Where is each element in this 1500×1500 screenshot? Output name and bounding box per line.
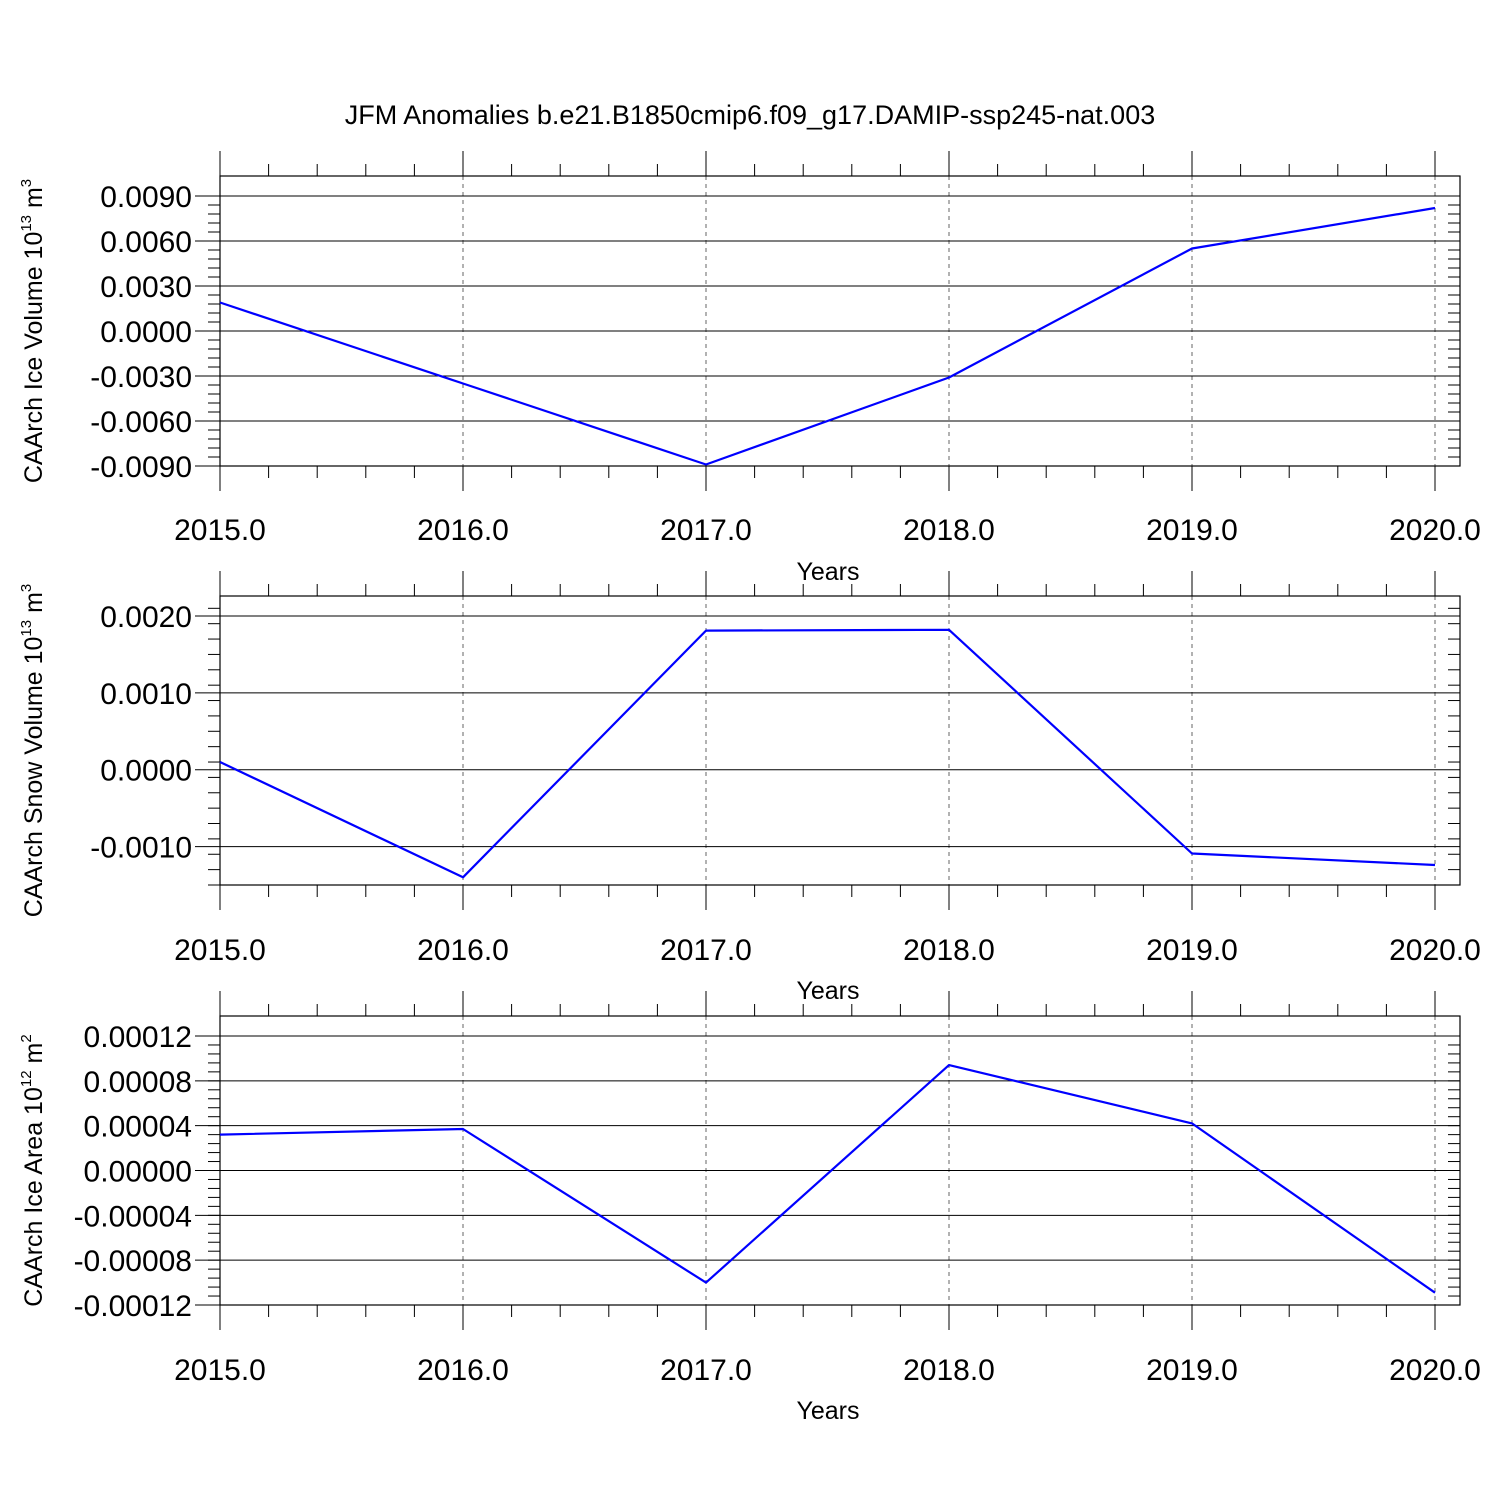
x-axis-label: Years bbox=[796, 1397, 859, 1425]
figure-title: JFM Anomalies b.e21.B1850cmip6.f09_g17.D… bbox=[345, 100, 1155, 130]
x-tick-label: 2019.0 bbox=[1146, 934, 1238, 967]
series-line bbox=[219, 628, 1436, 879]
x-tick-label: 2020.0 bbox=[1389, 934, 1481, 967]
x-tick-label: 2020.0 bbox=[1389, 1354, 1481, 1387]
y-tick-label: 0.00008 bbox=[84, 1066, 192, 1099]
y-axis-label-part: CAArch Ice Volume 10 bbox=[20, 232, 48, 484]
y-tick-label: -0.00012 bbox=[74, 1290, 192, 1323]
y-tick-label: -0.00008 bbox=[74, 1245, 192, 1278]
y-axis-label-superscript: 2 bbox=[18, 1034, 35, 1042]
x-tick-label: 2017.0 bbox=[660, 1354, 752, 1387]
y-tick-label: -0.00004 bbox=[74, 1200, 192, 1233]
y-tick-label: 0.0000 bbox=[100, 316, 192, 349]
y-axis-label-superscript: 13 bbox=[18, 620, 35, 637]
x-tick-label: 2020.0 bbox=[1389, 514, 1481, 547]
y-axis-label-superscript: 12 bbox=[18, 1070, 35, 1087]
y-axis-label-superscript: 13 bbox=[18, 215, 35, 232]
y-axis-label: CAArch Ice Volume 1013 m3 bbox=[18, 179, 48, 483]
x-tick-label: 2016.0 bbox=[417, 934, 509, 967]
plot-frame bbox=[219, 1015, 1461, 1306]
y-axis-label-part: m bbox=[20, 1043, 48, 1071]
y-axis-label-part: CAArch Snow Volume 10 bbox=[20, 637, 48, 918]
y-tick-label: -0.0060 bbox=[90, 406, 192, 439]
x-tick-label: 2016.0 bbox=[417, 514, 509, 547]
series-line bbox=[219, 1063, 1436, 1294]
chart-panels: -0.0090 -0.0060 -0.0030 0.0000 0.0030 0.0060 0… bbox=[18, 151, 1481, 1425]
x-tick-label: 2016.0 bbox=[417, 1354, 509, 1387]
x-tick-label: 2015.0 bbox=[174, 514, 266, 547]
chart-panel-2: -0.0010 0.0000 0.0010 0.0020 2015.0 2016.0 201… bbox=[18, 571, 1481, 1005]
y-tick-label: -0.0030 bbox=[90, 361, 192, 394]
x-tick-label: 2015.0 bbox=[174, 1354, 266, 1387]
y-axis-label-superscript: 3 bbox=[18, 179, 35, 187]
x-axis-label: Years bbox=[796, 558, 859, 586]
plot-frame bbox=[219, 175, 1461, 467]
chart-panel-3: -0.00012 -0.00008 -0.00004 0.00000 0.00004 0.… bbox=[18, 991, 1481, 1425]
y-axis-label: CAArch Ice Area 1012 m2 bbox=[18, 1034, 48, 1306]
x-axis-label: Years bbox=[796, 977, 859, 1005]
y-tick-label: 0.00012 bbox=[84, 1021, 192, 1054]
x-tick-label: 2019.0 bbox=[1146, 514, 1238, 547]
y-axis-label-part: m bbox=[20, 187, 48, 215]
plot-frame bbox=[219, 595, 1461, 886]
chart-panel-1: -0.0090 -0.0060 -0.0030 0.0000 0.0030 0.0060 0… bbox=[18, 151, 1481, 586]
y-tick-label: -0.0010 bbox=[90, 832, 192, 865]
y-tick-label: 0.0000 bbox=[100, 755, 192, 788]
x-tick-label: 2018.0 bbox=[903, 934, 995, 967]
y-axis-label: CAArch Snow Volume 1013 m3 bbox=[18, 584, 48, 918]
y-tick-label: 0.0090 bbox=[100, 181, 192, 214]
y-tick-label: 0.0030 bbox=[100, 271, 192, 304]
x-tick-label: 2017.0 bbox=[660, 934, 752, 967]
y-tick-label: 0.00004 bbox=[84, 1111, 192, 1144]
x-tick-label: 2019.0 bbox=[1146, 1354, 1238, 1387]
y-axis-label-superscript: 3 bbox=[18, 584, 35, 592]
y-tick-label: 0.00000 bbox=[84, 1156, 192, 1189]
x-tick-label: 2018.0 bbox=[903, 1354, 995, 1387]
y-axis-label-part: m bbox=[20, 592, 48, 620]
y-tick-label: 0.0020 bbox=[100, 601, 192, 634]
series-line bbox=[219, 206, 1436, 466]
y-tick-label: -0.0090 bbox=[90, 451, 192, 484]
y-tick-label: 0.0010 bbox=[100, 678, 192, 711]
x-tick-label: 2018.0 bbox=[903, 514, 995, 547]
y-axis-label-part: CAArch Ice Area 10 bbox=[20, 1087, 48, 1307]
y-tick-label: 0.0060 bbox=[100, 226, 192, 259]
x-tick-label: 2015.0 bbox=[174, 934, 266, 967]
x-tick-label: 2017.0 bbox=[660, 514, 752, 547]
